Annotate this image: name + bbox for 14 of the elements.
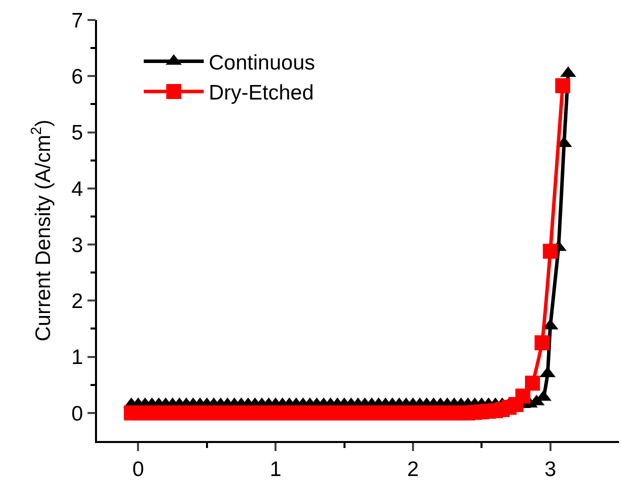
x-tick-label: 2 (407, 458, 419, 481)
y-tick-label: 1 (71, 346, 84, 370)
y-tick-label: 7 (71, 9, 84, 32)
legend-label: Continuous (208, 51, 316, 74)
x-tick-label: 3 (544, 458, 556, 481)
legend-label: Dry-Etched (208, 82, 314, 105)
x-tick-label: 1 (270, 458, 282, 481)
y-tick-label: 2 (71, 290, 84, 314)
y-tick-label: 0 (71, 402, 84, 426)
y-tick-label: 3 (71, 234, 84, 257)
y-tick-label: 4 (71, 178, 84, 201)
y-tick-label: 5 (71, 122, 84, 145)
y-tick-label: 6 (71, 65, 84, 88)
x-tick-label: 0 (132, 458, 144, 481)
